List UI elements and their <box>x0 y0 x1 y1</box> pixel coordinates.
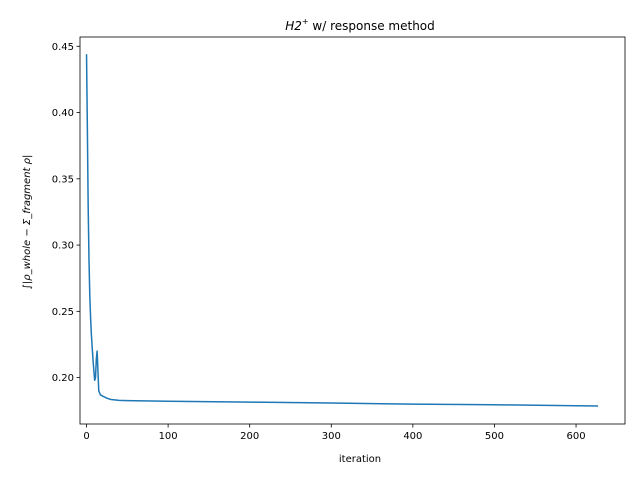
title-superscript: + <box>302 17 309 26</box>
y-tick-label: 0.40 <box>52 108 74 119</box>
title-rest: w/ response method <box>309 19 435 33</box>
title-species: H2 <box>285 19 302 33</box>
x-tick-label: 100 <box>159 431 178 442</box>
x-axis-label: iteration <box>339 454 381 465</box>
series-line <box>85 54 599 407</box>
y-axis-label: ∫|ρ_whole − Σ_fragment ρ| <box>22 155 33 290</box>
y-tick-label: 0.45 <box>52 42 74 53</box>
y-tick-label: 0.25 <box>52 307 74 318</box>
plot-area <box>85 54 599 407</box>
x-tick-label: 300 <box>322 431 341 442</box>
x-tick-label: 0 <box>83 431 89 442</box>
y-tick-label: 0.20 <box>52 373 74 384</box>
tick-layer: 0 100 200 300 400 500 600 0.20 0.25 0.30 0.35 0.40 0… <box>52 42 586 442</box>
chart-title: H2+ w/ response method <box>285 17 435 33</box>
x-tick-label: 600 <box>567 431 586 442</box>
y-tick-label: 0.35 <box>52 174 74 185</box>
x-tick-label: 400 <box>403 431 422 442</box>
axes-frame <box>79 36 626 425</box>
x-tick-label: 500 <box>485 431 504 442</box>
x-tick-label: 200 <box>240 431 259 442</box>
y-tick-label: 0.30 <box>52 241 74 252</box>
